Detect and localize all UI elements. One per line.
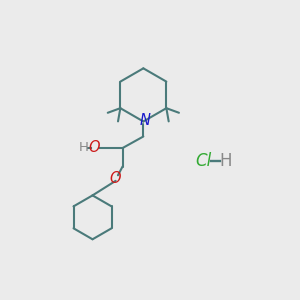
Text: H: H [79,141,89,154]
Text: O: O [110,171,122,186]
Text: O: O [88,140,99,155]
Text: H: H [220,152,232,170]
Text: N: N [139,113,150,128]
Text: Cl: Cl [195,152,211,170]
